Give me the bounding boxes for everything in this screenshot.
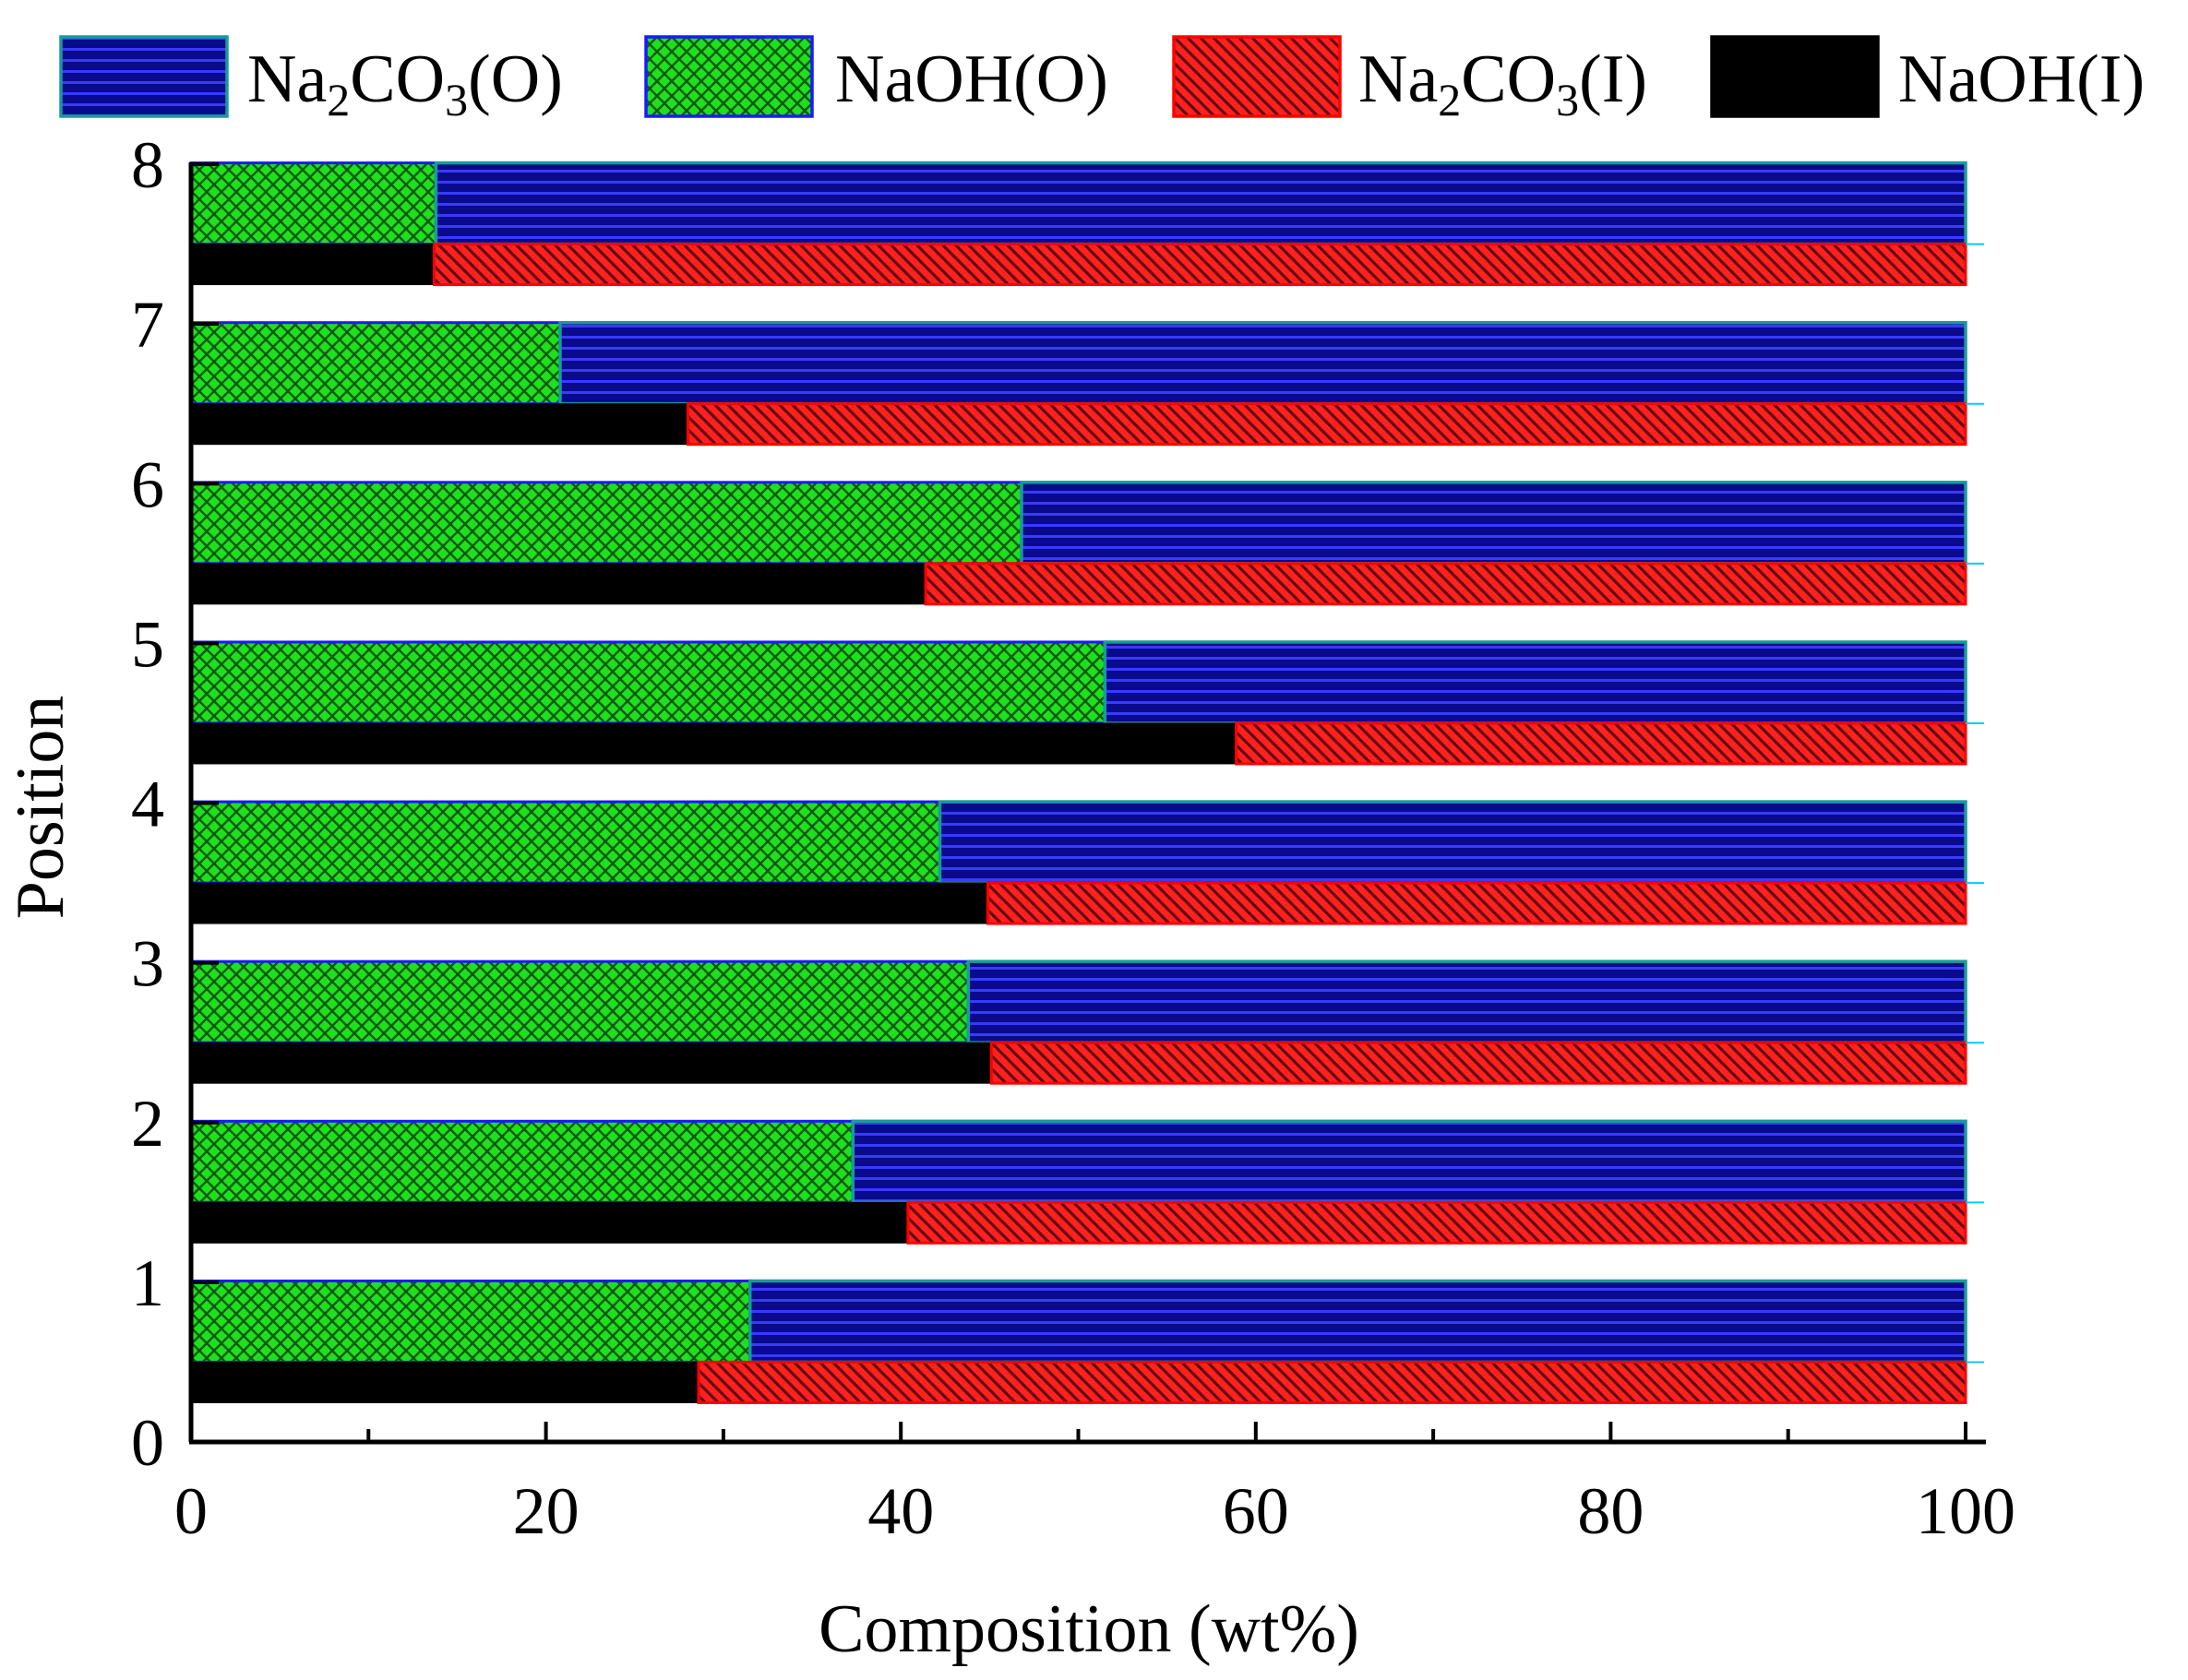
legend-label-naoh_i: NaOH(I) xyxy=(1898,42,2145,117)
bars-layer xyxy=(189,161,1984,1404)
bar-naoh-i-pos-2 xyxy=(190,1201,909,1244)
x-axis-title: Composition (wt%) xyxy=(819,1591,1359,1667)
y-tick-label-4: 4 xyxy=(131,768,164,841)
bar-naoh-o-pos-1 xyxy=(189,1279,752,1364)
bar-na2co3-i-pos-3 xyxy=(989,1041,1967,1085)
x-tick-label-40: 40 xyxy=(867,1474,934,1548)
bar-na2co3-o-pos-4 xyxy=(938,800,1967,885)
bar-naoh-i-pos-5 xyxy=(190,722,1237,765)
bar-na2co3-o-pos-2 xyxy=(851,1119,1967,1205)
legend-swatch-naoh_o xyxy=(644,35,814,118)
legend: Na2CO3(O) NaOH(O) Na2CO3(I) NaOH(I) xyxy=(59,35,2145,125)
legend-label-na2co3_i: Na2CO3(I) xyxy=(1358,42,1647,125)
bar-naoh-i-pos-3 xyxy=(190,1042,992,1084)
bar-naoh-o-pos-2 xyxy=(189,1119,855,1204)
bar-naoh-i-pos-7 xyxy=(190,403,688,446)
bar-na2co3-o-pos-5 xyxy=(1103,640,1967,725)
x-tick-label-100: 100 xyxy=(1916,1474,2015,1548)
bar-naoh-o-pos-8 xyxy=(189,161,437,246)
legend-swatch-na2co3_o xyxy=(59,35,229,118)
y-tick-label-8: 8 xyxy=(131,128,164,202)
bar-naoh-o-pos-5 xyxy=(189,640,1106,725)
y-tick-label-3: 3 xyxy=(131,927,164,1001)
legend-label-na2co3_o: Na2CO3(O) xyxy=(247,42,563,125)
bar-na2co3-o-pos-6 xyxy=(1020,481,1967,566)
legend-swatch-naoh_i xyxy=(1710,35,1880,118)
bar-na2co3-o-pos-1 xyxy=(747,1279,1967,1364)
bar-na2co3-o-pos-7 xyxy=(558,320,1967,406)
legend-label-naoh_o: NaOH(O) xyxy=(835,42,1108,117)
x-tick-label-20: 20 xyxy=(513,1474,580,1548)
bar-na2co3-i-pos-8 xyxy=(432,243,1967,287)
y-tick-label-7: 7 xyxy=(131,288,164,362)
bar-na2co3-i-pos-1 xyxy=(697,1360,1967,1404)
bar-naoh-i-pos-4 xyxy=(190,882,988,924)
bar-na2co3-i-pos-4 xyxy=(986,881,1967,925)
x-tick-label-0: 0 xyxy=(174,1474,208,1548)
bar-naoh-o-pos-3 xyxy=(189,959,970,1044)
bar-na2co3-i-pos-5 xyxy=(1235,721,1967,766)
x-tick-label-60: 60 xyxy=(1223,1474,1289,1548)
y-tick-label-1: 1 xyxy=(131,1246,164,1320)
bar-naoh-o-pos-4 xyxy=(189,800,942,885)
bar-naoh-i-pos-8 xyxy=(190,244,435,286)
bar-naoh-i-pos-1 xyxy=(190,1361,699,1403)
bar-na2co3-o-pos-8 xyxy=(434,161,1967,246)
bar-na2co3-i-pos-7 xyxy=(686,402,1967,447)
bar-naoh-o-pos-7 xyxy=(189,321,562,406)
bar-na2co3-i-pos-6 xyxy=(924,562,1967,606)
x-tick-label-80: 80 xyxy=(1577,1474,1644,1548)
y-tick-label-6: 6 xyxy=(131,447,164,521)
axes-layer: 0 20 40 60 80 100 0 1 2 3 4 5 6 7 8 xyxy=(131,128,2015,1548)
y-axis-title: Position xyxy=(3,696,78,920)
y-tick-label-5: 5 xyxy=(131,607,164,681)
y-tick-label-2: 2 xyxy=(131,1087,164,1161)
bar-na2co3-o-pos-3 xyxy=(966,959,1967,1044)
legend-swatch-na2co3_i xyxy=(1172,35,1342,118)
bar-na2co3-i-pos-2 xyxy=(906,1200,1967,1245)
bar-naoh-o-pos-6 xyxy=(189,481,1023,566)
y-tick-label-0: 0 xyxy=(131,1406,164,1480)
bar-naoh-i-pos-6 xyxy=(190,563,927,605)
